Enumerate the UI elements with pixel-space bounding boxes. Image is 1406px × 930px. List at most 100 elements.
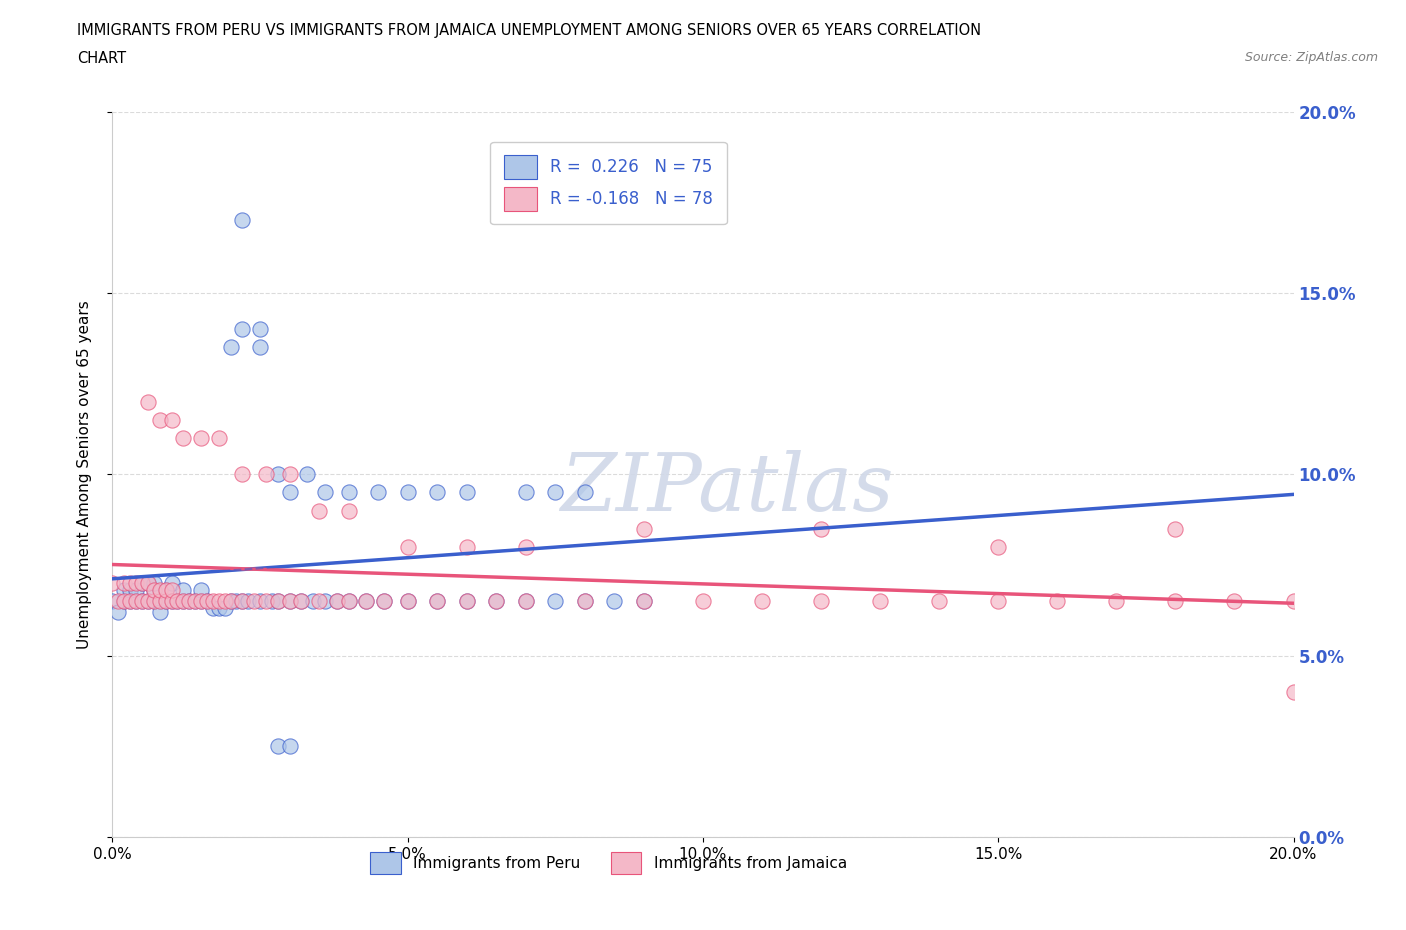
Point — [243, 594, 266, 609]
Point — [136, 576, 159, 591]
Point — [136, 576, 159, 591]
Text: IMMIGRANTS FROM PERU VS IMMIGRANTS FROM JAMAICA UNEMPLOYMENT AMONG SENIORS OVER : IMMIGRANTS FROM PERU VS IMMIGRANTS FROM … — [77, 23, 981, 38]
Point — [125, 594, 148, 609]
Point — [160, 594, 183, 609]
Point — [195, 594, 218, 609]
Point — [238, 594, 260, 609]
Point — [373, 594, 395, 609]
Point — [356, 594, 378, 609]
Point — [633, 594, 655, 609]
Point — [131, 594, 153, 609]
Point — [219, 594, 242, 609]
Point — [155, 594, 177, 609]
Point — [267, 738, 290, 753]
Point — [278, 467, 301, 482]
Point — [302, 594, 325, 609]
Point — [231, 213, 253, 228]
Point — [485, 594, 508, 609]
Point — [515, 539, 537, 554]
Point — [149, 413, 172, 428]
Point — [112, 576, 135, 591]
Point — [308, 594, 330, 609]
Point — [928, 594, 950, 609]
Point — [544, 485, 567, 500]
Point — [190, 431, 212, 445]
Point — [231, 322, 253, 337]
Point — [172, 594, 194, 609]
Point — [201, 601, 224, 616]
Point — [1223, 594, 1246, 609]
Point — [172, 431, 194, 445]
Point — [184, 594, 207, 609]
Point — [987, 539, 1010, 554]
Point — [249, 322, 271, 337]
Point — [166, 594, 188, 609]
Point — [142, 583, 165, 598]
Point — [633, 521, 655, 536]
Point — [426, 485, 449, 500]
Point — [120, 594, 142, 609]
Point — [107, 594, 129, 609]
Point — [195, 594, 218, 609]
Point — [142, 594, 165, 609]
Point — [515, 485, 537, 500]
Point — [131, 594, 153, 609]
Point — [574, 594, 596, 609]
Point — [149, 594, 172, 609]
Point — [337, 594, 360, 609]
Point — [136, 594, 159, 609]
Point — [120, 583, 142, 598]
Point — [149, 594, 172, 609]
Point — [290, 594, 312, 609]
Point — [485, 594, 508, 609]
Point — [155, 583, 177, 598]
Point — [396, 594, 419, 609]
Point — [278, 485, 301, 500]
Point — [142, 594, 165, 609]
Point — [214, 594, 236, 609]
Point — [225, 594, 247, 609]
Point — [278, 738, 301, 753]
Point — [1046, 594, 1069, 609]
Point — [172, 594, 194, 609]
Point — [603, 594, 626, 609]
Point — [396, 539, 419, 554]
Point — [326, 594, 349, 609]
Point — [142, 583, 165, 598]
Text: Source: ZipAtlas.com: Source: ZipAtlas.com — [1244, 51, 1378, 64]
Point — [208, 594, 231, 609]
Point — [155, 583, 177, 598]
Point — [219, 594, 242, 609]
Point — [101, 594, 124, 609]
Text: CHART: CHART — [77, 51, 127, 66]
Point — [426, 594, 449, 609]
Point — [456, 485, 478, 500]
Point — [326, 594, 349, 609]
Point — [337, 594, 360, 609]
Point — [184, 594, 207, 609]
Point — [249, 594, 271, 609]
Point — [1282, 594, 1305, 609]
Point — [107, 604, 129, 619]
Point — [456, 594, 478, 609]
Point — [267, 594, 290, 609]
Point — [125, 583, 148, 598]
Point — [869, 594, 891, 609]
Point — [160, 594, 183, 609]
Legend: Immigrants from Peru, Immigrants from Jamaica: Immigrants from Peru, Immigrants from Ja… — [364, 846, 853, 880]
Point — [633, 594, 655, 609]
Point — [142, 576, 165, 591]
Point — [396, 594, 419, 609]
Point — [314, 485, 336, 500]
Point — [810, 594, 832, 609]
Point — [367, 485, 389, 500]
Point — [254, 594, 277, 609]
Point — [190, 594, 212, 609]
Point — [314, 594, 336, 609]
Point — [1105, 594, 1128, 609]
Point — [179, 594, 201, 609]
Point — [426, 594, 449, 609]
Point — [337, 503, 360, 518]
Point — [1282, 684, 1305, 699]
Point — [160, 576, 183, 591]
